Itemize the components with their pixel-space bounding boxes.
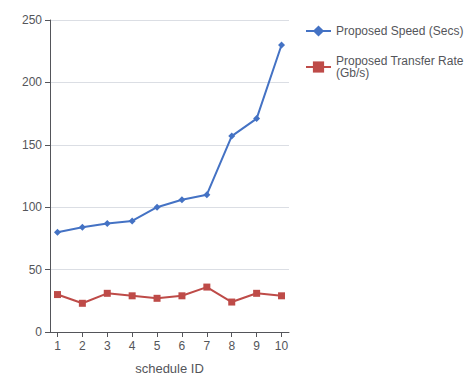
svg-text:5: 5	[154, 339, 161, 353]
svg-text:2: 2	[79, 339, 86, 353]
svg-text:150: 150	[22, 138, 42, 152]
svg-text:Proposed Speed (Secs): Proposed Speed (Secs)	[336, 24, 463, 38]
svg-text:3: 3	[104, 339, 111, 353]
svg-text:9: 9	[253, 339, 260, 353]
svg-text:7: 7	[203, 339, 210, 353]
svg-text:1: 1	[54, 339, 61, 353]
svg-text:0: 0	[35, 325, 42, 339]
svg-text:Proposed Transfer Rate: Proposed Transfer Rate	[336, 54, 464, 68]
svg-text:8: 8	[228, 339, 235, 353]
svg-text:schedule ID: schedule ID	[135, 361, 204, 376]
svg-text:10: 10	[275, 339, 289, 353]
svg-text:100: 100	[22, 200, 42, 214]
svg-text:50: 50	[29, 263, 43, 277]
svg-text:250: 250	[22, 13, 42, 27]
svg-text:6: 6	[179, 339, 186, 353]
svg-text:4: 4	[129, 339, 136, 353]
svg-text:(Gb/s): (Gb/s)	[336, 66, 369, 80]
svg-text:200: 200	[22, 75, 42, 89]
